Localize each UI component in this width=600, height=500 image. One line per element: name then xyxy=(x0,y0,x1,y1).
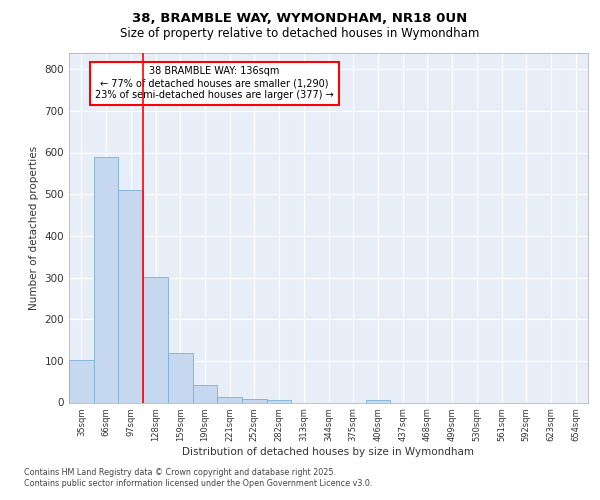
Y-axis label: Number of detached properties: Number of detached properties xyxy=(29,146,39,310)
Text: Size of property relative to detached houses in Wymondham: Size of property relative to detached ho… xyxy=(121,28,479,40)
Bar xyxy=(168,352,193,403)
Bar xyxy=(69,360,94,403)
Bar xyxy=(217,396,242,402)
Text: 38, BRAMBLE WAY, WYMONDHAM, NR18 0UN: 38, BRAMBLE WAY, WYMONDHAM, NR18 0UN xyxy=(133,12,467,26)
Bar xyxy=(365,400,390,402)
Bar xyxy=(267,400,292,402)
Bar xyxy=(94,156,118,402)
Bar xyxy=(143,276,168,402)
Bar xyxy=(242,399,267,402)
Text: Contains HM Land Registry data © Crown copyright and database right 2025.
Contai: Contains HM Land Registry data © Crown c… xyxy=(24,468,373,487)
Bar xyxy=(118,190,143,402)
Text: 38 BRAMBLE WAY: 136sqm
← 77% of detached houses are smaller (1,290)
23% of semi-: 38 BRAMBLE WAY: 136sqm ← 77% of detached… xyxy=(95,66,334,100)
Bar xyxy=(193,385,217,402)
X-axis label: Distribution of detached houses by size in Wymondham: Distribution of detached houses by size … xyxy=(182,447,475,457)
